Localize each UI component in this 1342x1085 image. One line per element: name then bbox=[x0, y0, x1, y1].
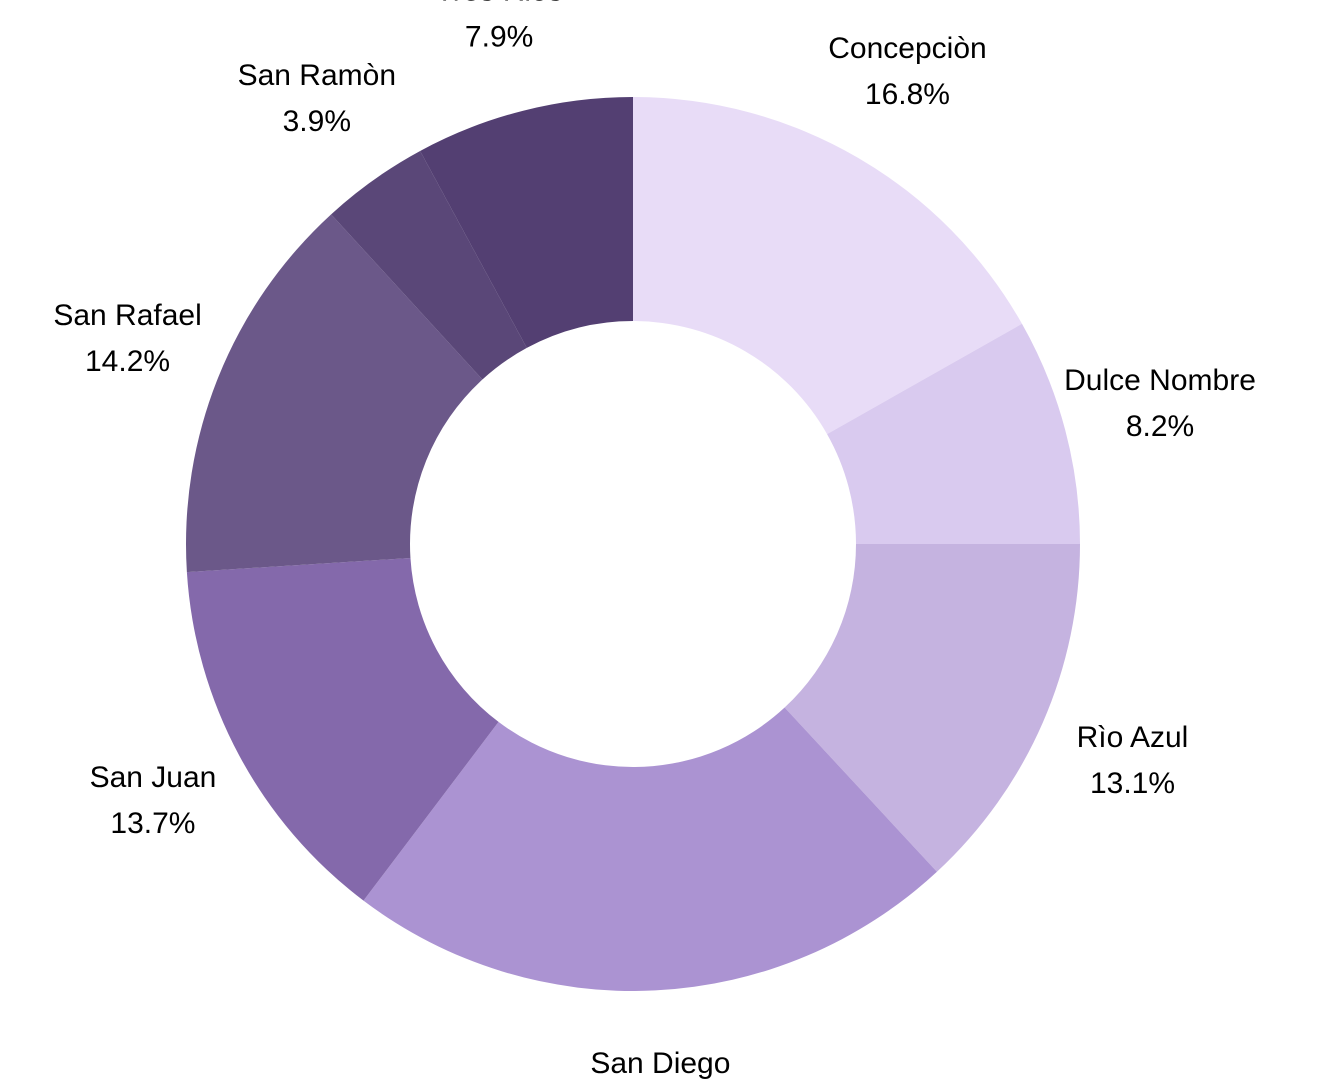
slice-value-label: 13.7% bbox=[110, 807, 195, 840]
donut-slice bbox=[331, 150, 527, 380]
donut-slice bbox=[186, 558, 499, 901]
slice-label: San Juan bbox=[90, 761, 217, 794]
slice-label: Dulce Nombre bbox=[1064, 364, 1256, 397]
slice-label: Tres Rios bbox=[435, 0, 562, 8]
donut-slice bbox=[633, 97, 1022, 435]
slice-value-label: 14.2% bbox=[85, 345, 170, 378]
slice-label: Concepciòn bbox=[828, 32, 986, 65]
slice-value-label: 16.8% bbox=[865, 78, 950, 111]
slice-label: San Diego bbox=[590, 1047, 730, 1080]
slice-value-label: 7.9% bbox=[465, 21, 533, 54]
slice-label: San Rafael bbox=[53, 299, 201, 332]
slice-value-label: 8.2% bbox=[1126, 410, 1194, 443]
donut-slice bbox=[363, 707, 937, 991]
donut-slice bbox=[186, 214, 483, 573]
slice-value-label: 3.9% bbox=[283, 105, 351, 138]
donut-slice bbox=[420, 97, 633, 348]
donut-slice bbox=[827, 323, 1080, 544]
slice-label: Rìo Azul bbox=[1077, 721, 1189, 754]
slice-label: San Ramòn bbox=[238, 59, 396, 92]
slice-value-label: 13.1% bbox=[1090, 767, 1175, 800]
donut-slice bbox=[784, 544, 1080, 872]
